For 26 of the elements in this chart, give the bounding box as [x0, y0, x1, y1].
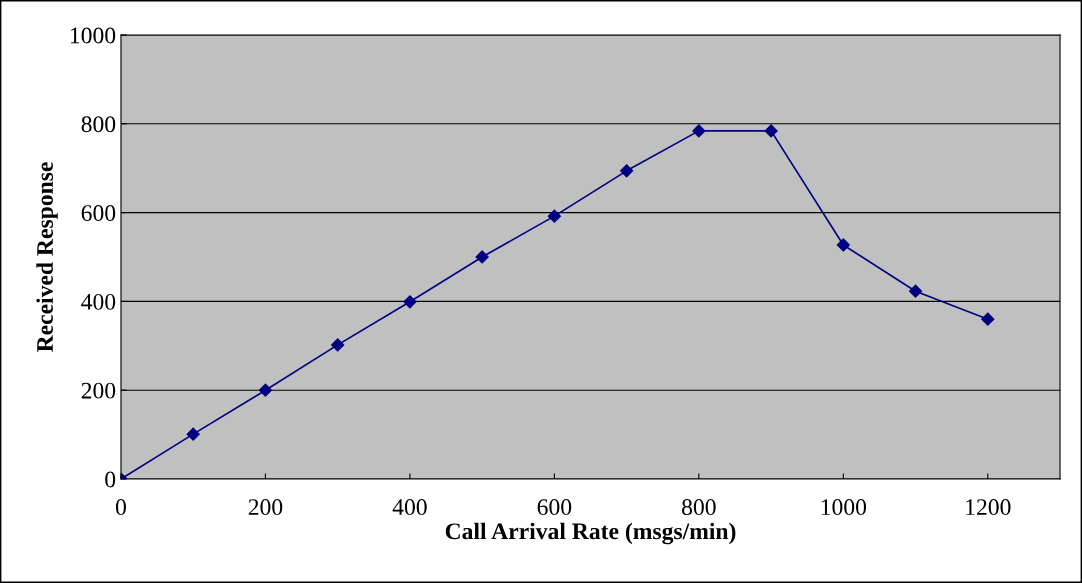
point [692, 124, 706, 138]
point [547, 209, 561, 223]
x-tick-label: 1200 [966, 499, 1011, 516]
point [331, 338, 345, 352]
x-tick-label: 200 [248, 499, 283, 516]
point [836, 238, 850, 252]
point [475, 250, 489, 264]
point [981, 312, 995, 326]
y-axis-title: Received Response [36, 162, 58, 352]
point [258, 383, 273, 397]
y-tick-label: 200 [81, 382, 116, 399]
x-tick-label: 400 [392, 499, 427, 516]
point [186, 427, 200, 441]
point [620, 164, 634, 178]
x-tick-label: 1000 [821, 499, 867, 516]
point [403, 295, 417, 309]
x-tick-label: 800 [682, 499, 716, 516]
x-axis-title: Call Arrival Rate (msgs/min) [445, 522, 736, 545]
y-tick-label: 800 [81, 116, 116, 133]
y-tick-label: 400 [81, 293, 116, 310]
point [908, 284, 923, 298]
y-tick-label: 1000 [70, 27, 116, 44]
y-tick-label: 0 [105, 471, 116, 488]
y-tick-label: 600 [81, 205, 116, 222]
point [764, 124, 778, 138]
x-tick-label: 600 [537, 499, 572, 516]
